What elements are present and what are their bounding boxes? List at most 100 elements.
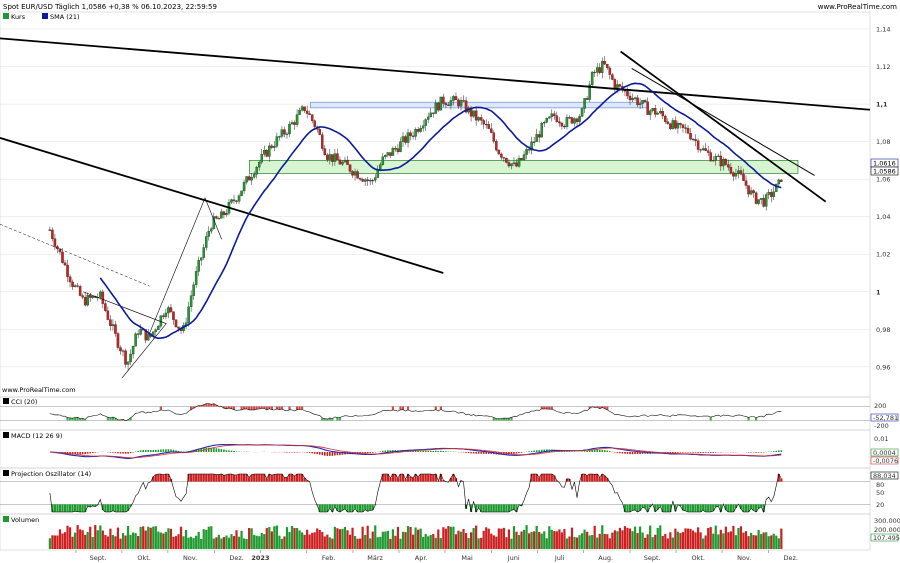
volume-bar bbox=[636, 532, 639, 549]
candle-body bbox=[747, 185, 750, 195]
candle-body bbox=[187, 306, 190, 323]
candle-body bbox=[553, 113, 556, 116]
candle-body bbox=[469, 107, 473, 117]
volume-bar bbox=[210, 526, 213, 549]
candle-body bbox=[318, 129, 322, 135]
volume-bar bbox=[154, 526, 157, 549]
sma-line bbox=[99, 82, 782, 340]
volume-bar bbox=[457, 530, 460, 549]
volume-bar bbox=[235, 530, 238, 549]
candle-body bbox=[416, 129, 420, 132]
projection-tick-20: 20 bbox=[876, 501, 884, 509]
candle-body bbox=[595, 67, 599, 73]
candle-body bbox=[669, 123, 672, 129]
candle-body bbox=[661, 111, 665, 117]
volume-bar bbox=[283, 536, 286, 549]
candle-body bbox=[48, 229, 52, 231]
candle-body bbox=[754, 192, 758, 204]
candle-body bbox=[585, 98, 589, 100]
trendline[interactable] bbox=[620, 50, 827, 203]
candle-body bbox=[643, 100, 647, 102]
candle-body bbox=[492, 132, 496, 142]
volume-bar bbox=[79, 529, 82, 549]
volume-bar bbox=[63, 532, 67, 549]
volume-bar bbox=[316, 528, 319, 549]
volume-bar bbox=[628, 528, 632, 549]
volume-bar bbox=[242, 538, 246, 549]
price-tick-label: 1,04 bbox=[876, 213, 890, 221]
chart-header-source[interactable]: www.ProRealTime.com bbox=[818, 3, 897, 11]
candle-body bbox=[439, 96, 443, 111]
candle-body bbox=[189, 295, 193, 308]
candle-body bbox=[601, 61, 604, 73]
volume-bar bbox=[190, 536, 193, 549]
volume-bar bbox=[152, 526, 155, 549]
candle-body bbox=[348, 164, 352, 172]
candle-body bbox=[535, 134, 538, 142]
legend-sma-label: SMA (21) bbox=[50, 13, 80, 21]
time-tick-label: Okt. bbox=[137, 554, 151, 562]
candle-body bbox=[303, 106, 306, 112]
candle-body bbox=[686, 127, 690, 134]
volume-bar bbox=[676, 531, 680, 549]
volume-bar bbox=[187, 537, 190, 549]
volume-bar bbox=[353, 536, 357, 549]
candle-body bbox=[366, 179, 369, 182]
volume-bar bbox=[263, 534, 266, 549]
trendline[interactable] bbox=[631, 67, 815, 176]
candle-body bbox=[479, 117, 483, 121]
volume-bar bbox=[245, 538, 248, 549]
volume-bar bbox=[169, 528, 173, 549]
volume-bar bbox=[462, 528, 465, 549]
volume-bar bbox=[727, 532, 730, 549]
candle-body bbox=[76, 285, 79, 287]
candle-body bbox=[681, 124, 685, 128]
volume-bar bbox=[656, 527, 659, 549]
candle-body bbox=[114, 324, 117, 334]
volume-bar bbox=[215, 537, 218, 549]
volume-bar bbox=[374, 525, 377, 549]
price-tick-label: 1,02 bbox=[876, 251, 890, 259]
candle-body bbox=[671, 120, 675, 129]
candle-body bbox=[464, 100, 468, 113]
volume-bar bbox=[81, 530, 84, 549]
volume-bar bbox=[195, 535, 198, 549]
volume-bar bbox=[601, 525, 604, 549]
candle-body bbox=[394, 148, 397, 150]
volume-bar bbox=[525, 525, 528, 549]
volume-bar bbox=[137, 536, 140, 549]
volume-bar bbox=[649, 525, 652, 549]
trendline[interactable] bbox=[0, 37, 871, 111]
volume-bar bbox=[313, 532, 316, 549]
volume-bar bbox=[651, 537, 654, 549]
candle-body bbox=[192, 284, 195, 296]
candle-body bbox=[732, 172, 735, 177]
candle-body bbox=[608, 67, 612, 75]
volume-bars bbox=[48, 525, 783, 549]
volume-bar bbox=[149, 527, 152, 549]
candle-body bbox=[664, 115, 667, 122]
projection-series bbox=[0, 473, 870, 513]
candle-body bbox=[51, 229, 54, 239]
candle-body bbox=[331, 154, 334, 162]
candle-body bbox=[424, 119, 427, 126]
candle-body bbox=[358, 178, 362, 180]
volume-bar bbox=[565, 538, 569, 549]
candle-body bbox=[701, 148, 705, 151]
time-tick-label: 2023 bbox=[251, 554, 269, 562]
candle-body bbox=[563, 126, 566, 128]
volume-bar bbox=[222, 537, 226, 549]
candle-body bbox=[419, 127, 422, 132]
volume-bar bbox=[752, 535, 755, 549]
macd-hist-value: 0,0004 bbox=[873, 449, 896, 457]
volume-bar bbox=[444, 528, 447, 549]
candle-body bbox=[371, 180, 374, 182]
volume-bar bbox=[618, 527, 622, 549]
candle-body bbox=[268, 145, 271, 157]
volume-bar bbox=[58, 529, 62, 549]
candle-body bbox=[295, 114, 299, 125]
trendline[interactable] bbox=[0, 137, 444, 274]
candle-body bbox=[762, 198, 765, 207]
candle-body bbox=[116, 333, 120, 348]
volume-bar bbox=[179, 526, 183, 549]
